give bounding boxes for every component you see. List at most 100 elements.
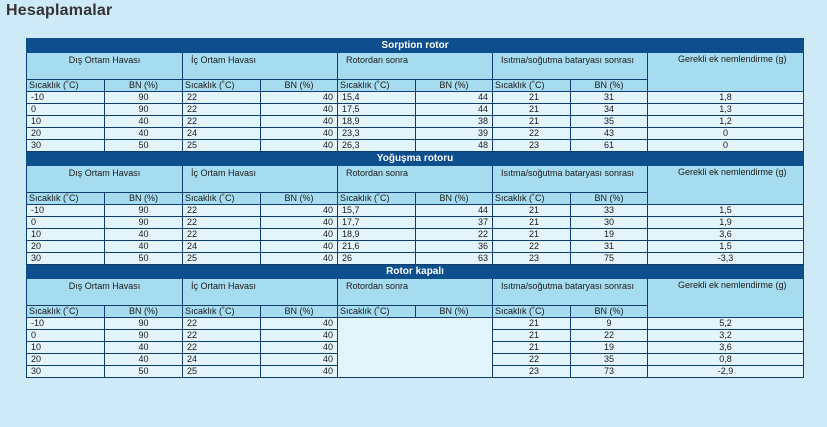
table-cell: 22 xyxy=(182,216,261,229)
table-cell: 44 xyxy=(415,103,493,116)
header-ic-ortam: İç Ortam Havası xyxy=(182,52,338,80)
table-cell: 1,3 xyxy=(646,103,805,116)
table-cell: 18,9 xyxy=(337,115,416,128)
table-cell: 40 xyxy=(260,365,338,378)
table-cell: 21 xyxy=(492,228,571,241)
table-cell: 0 xyxy=(26,103,105,116)
table-row: 0 90 22 40 17,5 44 21 34 1,3 xyxy=(26,103,805,116)
table-cell: 21 xyxy=(492,103,571,116)
table-cell: 21 xyxy=(492,341,571,354)
table-cell: 22 xyxy=(182,329,261,342)
table-cell: 40 xyxy=(260,228,338,241)
table-cell: 38 xyxy=(415,115,493,128)
table-cell: 19 xyxy=(570,341,648,354)
header-isitma-sogutma: Isıtma/soğutma bataryası sonrası xyxy=(492,52,648,80)
table-cell: 63 xyxy=(415,252,493,265)
header-dis-ortam: Dış Ortam Havası xyxy=(26,52,183,80)
table-row: 20 40 24 40 21,6 36 22 31 1,5 xyxy=(26,240,805,253)
table-cell: 21 xyxy=(492,91,571,104)
header-bn: BN (%) xyxy=(570,305,648,318)
table-cell: 40 xyxy=(104,127,183,140)
table-cell: 24 xyxy=(182,127,261,140)
table-cell: 35 xyxy=(570,353,648,366)
table-cell: 30 xyxy=(570,216,648,229)
header-isitma-sogutma: Isıtma/soğutma bataryası sonrası xyxy=(492,165,648,193)
table-cell: 36 xyxy=(415,240,493,253)
table-cell: 48 xyxy=(415,139,493,152)
header-bn: BN (%) xyxy=(570,79,648,92)
table-cell: 90 xyxy=(104,216,183,229)
table-cell: 21 xyxy=(492,317,571,330)
table-cell: 24 xyxy=(182,353,261,366)
section-title: Yoğuşma rotoru xyxy=(25,151,805,166)
header-ic-ortam: İç Ortam Havası xyxy=(182,165,338,193)
header-sicaklik: Sıcaklık (˚C) xyxy=(337,192,416,205)
table-cell: 22 xyxy=(182,204,261,217)
header-ek-nemlendirme: Gerekli ek nemlendirme (g) xyxy=(646,52,805,92)
table-cell: 23 xyxy=(492,139,571,152)
header-sicaklik: Sıcaklık (˚C) xyxy=(26,192,105,205)
table-cell: 26 xyxy=(337,252,416,265)
header-rotordan-sonra: Rotordan sonra xyxy=(337,165,493,193)
table-cell: 22 xyxy=(182,228,261,241)
header-dis-ortam: Dış Ortam Havası xyxy=(26,278,183,306)
table-cell: 15,4 xyxy=(337,91,416,104)
table-cell: 1,9 xyxy=(646,216,805,229)
table-cell: 25 xyxy=(182,139,261,152)
table-cell: 19 xyxy=(570,228,648,241)
page-title: Hesaplamalar xyxy=(6,2,113,19)
table-row: 0 90 22 40 21 22 3,2 xyxy=(26,329,805,342)
table-cell: 22 xyxy=(492,127,571,140)
table-cell: 24 xyxy=(182,240,261,253)
table-cell: 25 xyxy=(182,365,261,378)
header-sicaklik: Sıcaklık (˚C) xyxy=(182,79,261,92)
table-row: -10 90 22 40 15,4 44 21 31 1,8 xyxy=(26,91,805,104)
table-cell: 1,8 xyxy=(646,91,805,104)
table-row: 10 40 22 40 18,9 38 21 35 1,2 xyxy=(26,115,805,128)
table-cell: 18,9 xyxy=(337,228,416,241)
table-cell: 23 xyxy=(492,365,571,378)
table-cell: 22 xyxy=(492,353,571,366)
group-header-row: Dış Ortam Havası İç Ortam Havası Rotordan … xyxy=(26,278,805,318)
table-cell: 43 xyxy=(570,127,648,140)
table-cell: 0 xyxy=(26,329,105,342)
header-rotordan-sonra: Rotordan sonra xyxy=(337,52,493,80)
table-cell: 22 xyxy=(182,115,261,128)
table-cell: 35 xyxy=(570,115,648,128)
table-cell: 37 xyxy=(415,216,493,229)
table-cell: 40 xyxy=(260,252,338,265)
header-sicaklik: Sıcaklık (˚C) xyxy=(492,192,571,205)
table-cell: 3,6 xyxy=(646,228,805,241)
section-title-row: Yoğuşma rotoru xyxy=(25,151,805,166)
table-cell: 73 xyxy=(570,365,648,378)
calculation-tables: Sorption rotor Dış Ortam Havası İç Ortam H… xyxy=(25,38,805,378)
table-cell: 75 xyxy=(570,252,648,265)
table-cell: 22 xyxy=(182,103,261,116)
table-cell: 10 xyxy=(26,115,105,128)
table-cell: 17,5 xyxy=(337,103,416,116)
table-cell: 90 xyxy=(104,204,183,217)
table-cell: 40 xyxy=(104,353,183,366)
table-cell: 1,5 xyxy=(646,204,805,217)
table-cell: 40 xyxy=(260,240,338,253)
header-bn: BN (%) xyxy=(104,79,183,92)
table-cell: 90 xyxy=(104,91,183,104)
header-sicaklik: Sıcaklık (˚C) xyxy=(182,305,261,318)
table-cell: 90 xyxy=(104,103,183,116)
group-header-row: Dış Ortam Havası İç Ortam Havası Rotordan … xyxy=(26,165,805,205)
table-cell: -3,3 xyxy=(646,252,805,265)
table-cell: 40 xyxy=(260,317,338,330)
table-cell: 50 xyxy=(104,365,183,378)
table-cell: 26,3 xyxy=(337,139,416,152)
table-cell: -10 xyxy=(26,91,105,104)
header-sicaklik: Sıcaklık (˚C) xyxy=(337,79,416,92)
table-row: 30 50 25 40 23 73 -2,9 xyxy=(26,365,805,378)
table-cell: 0 xyxy=(646,139,805,152)
table-cell: 25 xyxy=(182,252,261,265)
header-isitma-sogutma: Isıtma/soğutma bataryası sonrası xyxy=(492,278,648,306)
section-title-row: Sorption rotor xyxy=(25,38,805,53)
table-cell: 40 xyxy=(260,204,338,217)
table-cell: -10 xyxy=(26,317,105,330)
header-sicaklik: Sıcaklık (˚C) xyxy=(26,305,105,318)
table-cell: 22 xyxy=(492,240,571,253)
